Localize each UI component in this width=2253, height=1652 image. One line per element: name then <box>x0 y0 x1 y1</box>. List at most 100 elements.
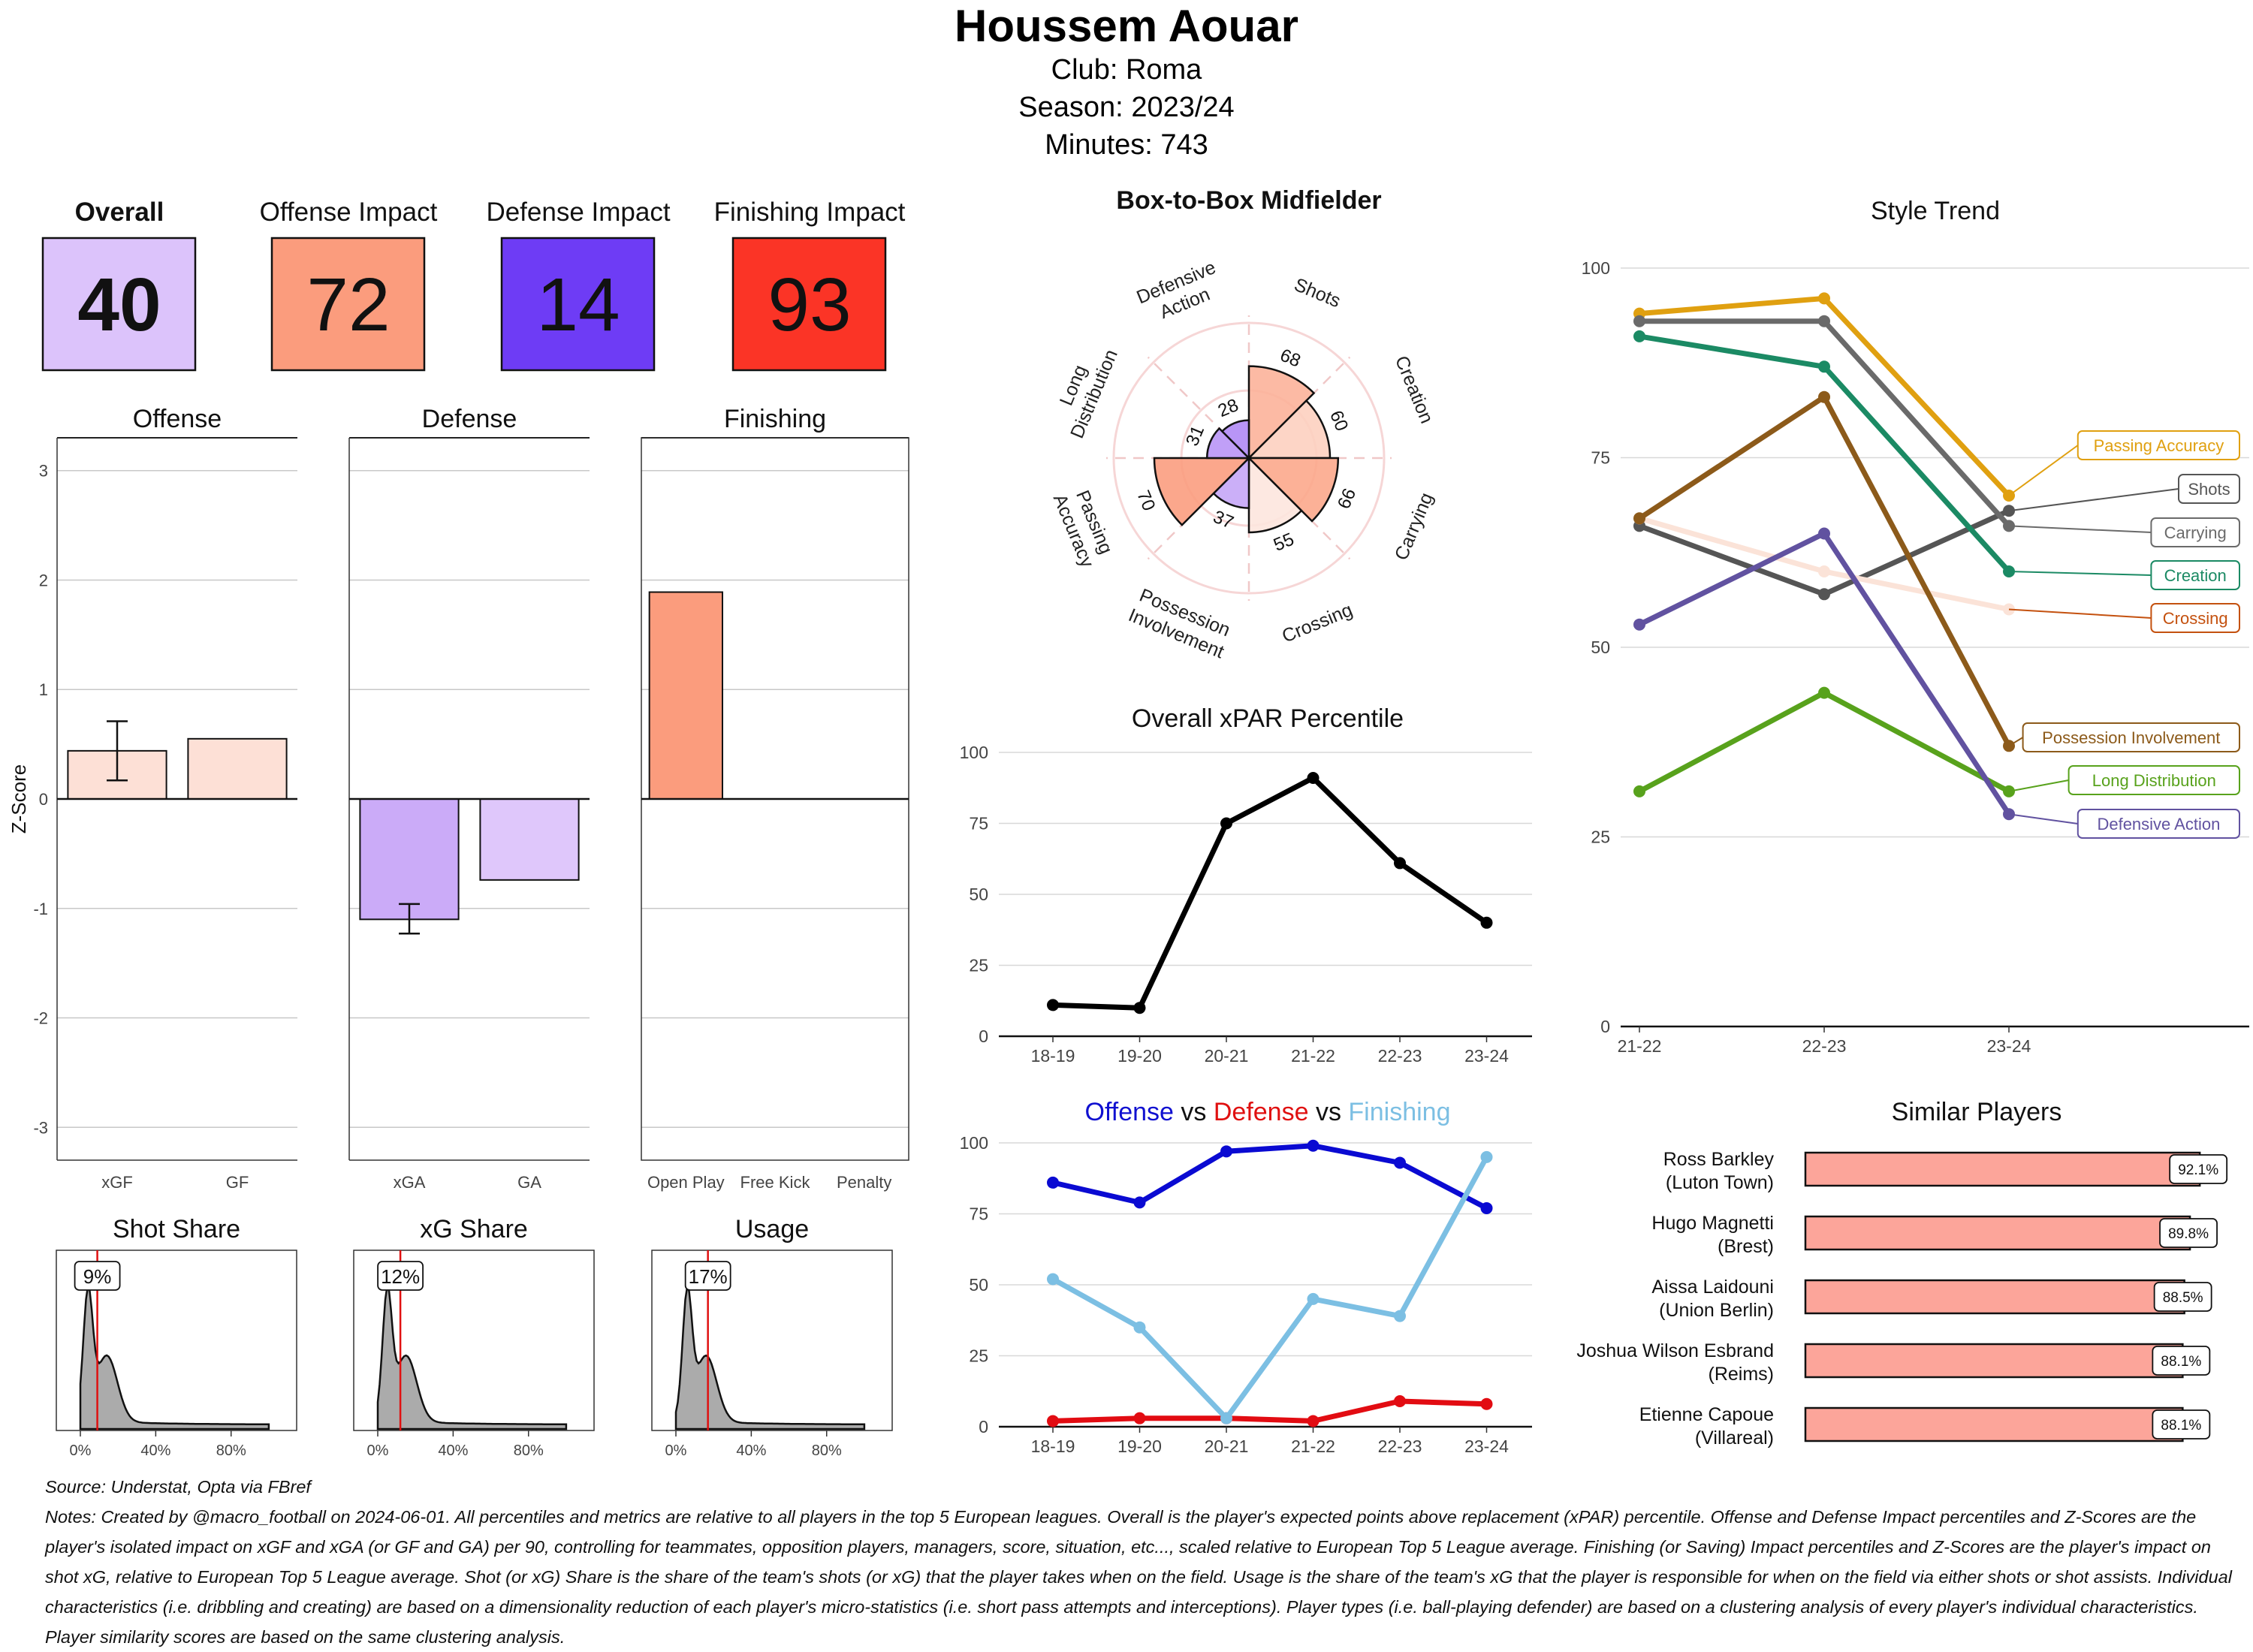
radar-title: Box-to-Box Midfielder <box>1116 186 1381 215</box>
x-tick-label: 23-24 <box>1464 1046 1509 1066</box>
y-tick-label: 50 <box>969 885 988 904</box>
panel-title: Offense <box>133 405 222 433</box>
share-value-label: 17% <box>689 1265 728 1288</box>
series-defense <box>1047 1394 1493 1427</box>
series-line <box>1052 1143 1488 1211</box>
radar-ring <box>1112 321 1386 595</box>
series-crossing: Crossing <box>1633 512 2240 633</box>
season-label: Season: <box>1018 92 1123 123</box>
category-label: GF <box>226 1173 249 1192</box>
similarity-bar <box>1804 1215 2191 1251</box>
x-tick-label: 40% <box>736 1442 766 1459</box>
x-tick-label: 80% <box>514 1442 544 1459</box>
series-creation: Creation <box>1633 330 2240 590</box>
y-tick-label: 0 <box>1600 1017 1610 1036</box>
series-label-box <box>2178 474 2240 504</box>
x-tick-label: 19-20 <box>1117 1046 1162 1066</box>
x-tick-label: 20-21 <box>1205 1436 1249 1456</box>
category-label: xGF <box>101 1173 133 1192</box>
series-possession-involvement: Possession Involvement <box>1633 390 2241 752</box>
series-label: Possession Involvement <box>2042 728 2220 747</box>
series-leader-line <box>2008 737 2024 747</box>
tile-box <box>500 237 656 372</box>
ovd-title-part: Offense <box>1085 1098 1174 1126</box>
series-point <box>1394 1156 1406 1169</box>
series-shots: Shots <box>1633 474 2240 601</box>
similar-player-club: (Union Berlin) <box>1659 1300 1774 1321</box>
x-tick-label: 0% <box>665 1442 687 1459</box>
xpar-chart: Overall xPAR Percentile 0 25 50 75 100 18-19 19… <box>960 704 1532 1066</box>
series-label: Long Distribution <box>2092 771 2216 790</box>
series-line <box>1639 318 2011 528</box>
series-line <box>1052 775 1488 1011</box>
similarity-bar <box>1804 1279 2185 1315</box>
similarity-bar <box>1804 1406 2184 1442</box>
x-tick-label: 23-24 <box>1987 1036 2031 1056</box>
y-tick-label: 100 <box>960 743 988 762</box>
header: Houssem Aouar Club: Roma Season: 2023/24… <box>955 1 1298 161</box>
similar-player-club: (Villareal) <box>1695 1427 1774 1449</box>
zscore-bar <box>187 737 288 800</box>
similar-player-row: Ross Barkley(Luton Town) 92.1% <box>1663 1149 2228 1193</box>
series-leader-line <box>2008 525 2152 533</box>
similarity-value-label: 92.1% <box>2178 1162 2218 1178</box>
share-title: Usage <box>735 1215 809 1244</box>
series-point <box>1818 315 1830 327</box>
series-label: Shots <box>2188 480 2230 499</box>
y-axis-label: Z-Score <box>8 764 30 834</box>
series-point <box>1394 1394 1406 1407</box>
series-point <box>1480 1201 1493 1214</box>
x-tick-label: 0% <box>70 1442 92 1459</box>
series-point <box>1818 527 1830 540</box>
series-carrying: Carrying <box>1633 315 2240 547</box>
series-leader-line <box>2008 813 2078 824</box>
series-leader-line <box>2008 445 2079 496</box>
radar-category-label: Creation <box>1391 353 1437 427</box>
series-point <box>1394 1310 1406 1322</box>
similarity-bar <box>1804 1343 2184 1379</box>
tile-box <box>41 237 197 372</box>
radar-category-label: Carrying <box>1391 490 1437 563</box>
x-tick-label: 18-19 <box>1031 1436 1075 1456</box>
minutes-value: 743 <box>1160 129 1208 161</box>
radar-category-line: Creation <box>1391 353 1437 427</box>
radar-category-label: LongDistribution <box>1045 338 1121 442</box>
share-value-box <box>377 1261 424 1291</box>
tile-label: Overall <box>75 197 164 227</box>
x-tick-label: 80% <box>216 1442 246 1459</box>
share-panel: Usage 17% 0% 40% 80% <box>651 1215 893 1459</box>
similar-player-name: Etienne Capoue <box>1639 1404 1774 1425</box>
radar-wedge <box>1153 457 1252 526</box>
category-label: Penalty <box>837 1173 891 1192</box>
series-main <box>1047 772 1493 1014</box>
y-tick-label: 75 <box>1591 448 1610 468</box>
series-point <box>1047 999 1059 1011</box>
series-point <box>1220 1412 1232 1424</box>
x-tick-label: 0% <box>367 1442 389 1459</box>
x-tick-label: 22-23 <box>1802 1036 1847 1056</box>
similar-player-name: Joshua Wilson Esbrand <box>1576 1340 1774 1361</box>
density-area <box>79 1283 270 1430</box>
radar-value-label: 28 <box>1215 395 1241 421</box>
series-label: Passing Accuracy <box>2094 436 2224 455</box>
radar-value-label: 60 <box>1326 408 1352 434</box>
panel-title: Defense <box>422 405 517 433</box>
y-tick-label: 75 <box>969 1204 988 1224</box>
share-title: xG Share <box>420 1215 528 1244</box>
club-line: Club: Roma <box>1051 54 1203 86</box>
series-point <box>1047 1176 1059 1189</box>
minutes-line: Minutes: 743 <box>1045 129 1208 161</box>
radar-category-label: Crossing <box>1279 599 1356 647</box>
series-point <box>1633 330 1645 342</box>
y-tick-label: 0 <box>979 1417 988 1436</box>
tile-box <box>731 237 887 372</box>
series-point <box>1818 390 1830 403</box>
similar-player-row: Etienne Capoue(Villareal) 88.1% <box>1639 1404 2211 1449</box>
panel-title: Finishing <box>724 405 826 433</box>
similar-player-row: Joshua Wilson Esbrand (Reims) 88.1% <box>1576 1340 2211 1385</box>
radar-value-label: 68 <box>1277 345 1304 371</box>
share-value-box <box>74 1261 121 1291</box>
y-tick-label: -1 <box>33 900 48 918</box>
radar-value-label: 66 <box>1334 486 1360 512</box>
